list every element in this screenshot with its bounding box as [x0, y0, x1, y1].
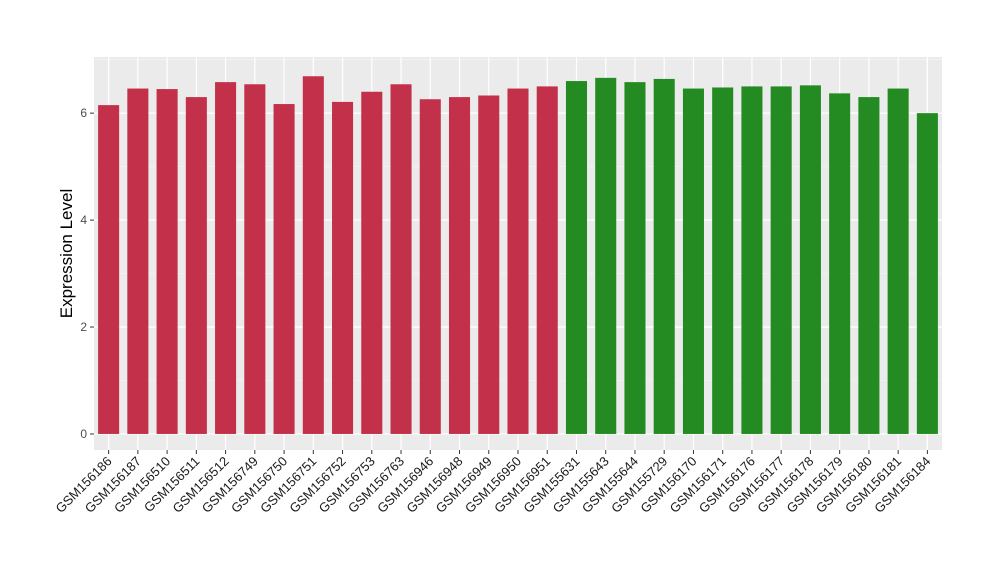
- bar-gsm156170: [682, 88, 704, 434]
- bar-gsm156753: [361, 91, 383, 434]
- bar-gsm156171: [712, 87, 734, 434]
- bar-gsm156948: [448, 97, 471, 434]
- bar-gsm156176: [741, 86, 763, 434]
- bar-gsm156179: [829, 93, 851, 434]
- bar-gsm156512: [215, 82, 237, 434]
- bar-gsm155643: [595, 77, 617, 434]
- bar-gsm156181: [887, 88, 909, 434]
- bar-gsm156180: [858, 97, 880, 434]
- y-tick-label: 2: [80, 320, 87, 334]
- bar-gsm156187: [127, 88, 149, 434]
- bar-gsm156946: [419, 99, 441, 434]
- bar-gsm156511: [185, 97, 207, 434]
- bar-gsm155729: [653, 78, 675, 434]
- bar-gsm155631: [565, 81, 588, 434]
- y-tick-label: 0: [80, 427, 87, 441]
- bar-gsm156763: [390, 84, 412, 434]
- bar-gsm156178: [799, 85, 821, 434]
- bar-gsm156951: [536, 86, 558, 434]
- bar-gsm156186: [98, 105, 120, 434]
- bar-gsm156950: [507, 88, 529, 434]
- bar-gsm156510: [156, 89, 178, 434]
- y-tick-label: 6: [80, 106, 87, 120]
- bar-gsm156949: [478, 95, 500, 434]
- bar-gsm156751: [302, 76, 324, 434]
- bar-gsm156184: [916, 113, 938, 434]
- bar-gsm156749: [244, 84, 266, 434]
- bar-gsm156177: [770, 86, 792, 434]
- bar-gsm155644: [624, 82, 646, 434]
- bar-gsm156752: [332, 101, 354, 434]
- bars: [98, 76, 938, 434]
- y-tick-label: 4: [80, 213, 87, 227]
- y-axis-title: Expression Level: [57, 189, 76, 318]
- bar-gsm156750: [273, 104, 295, 434]
